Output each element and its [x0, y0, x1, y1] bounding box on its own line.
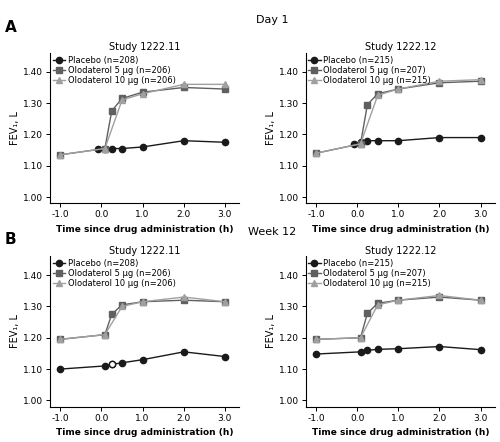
Legend: Placebo (n=208), Olodaterol 5 μg (n=206), Olodaterol 10 μg (n=206): Placebo (n=208), Olodaterol 5 μg (n=206)… [52, 55, 176, 86]
Text: Day 1: Day 1 [256, 15, 289, 26]
Title: Study 1222.11: Study 1222.11 [109, 42, 180, 52]
X-axis label: Time since drug administration (h): Time since drug administration (h) [56, 428, 234, 437]
Y-axis label: FEV₁, L: FEV₁, L [10, 111, 20, 145]
X-axis label: Time since drug administration (h): Time since drug administration (h) [56, 225, 234, 234]
Y-axis label: FEV₁, L: FEV₁, L [266, 315, 276, 348]
Text: B: B [5, 232, 16, 247]
X-axis label: Time since drug administration (h): Time since drug administration (h) [312, 225, 489, 234]
Y-axis label: FEV₁, L: FEV₁, L [10, 315, 20, 348]
Legend: Placebo (n=215), Olodaterol 5 μg (n=207), Olodaterol 10 μg (n=215): Placebo (n=215), Olodaterol 5 μg (n=207)… [308, 55, 432, 86]
Title: Study 1222.12: Study 1222.12 [364, 246, 436, 255]
Legend: Placebo (n=215), Olodaterol 5 μg (n=207), Olodaterol 10 μg (n=215): Placebo (n=215), Olodaterol 5 μg (n=207)… [308, 258, 432, 289]
Text: Week 12: Week 12 [248, 227, 296, 237]
Title: Study 1222.11: Study 1222.11 [109, 246, 180, 255]
X-axis label: Time since drug administration (h): Time since drug administration (h) [312, 428, 489, 437]
Title: Study 1222.12: Study 1222.12 [364, 42, 436, 52]
Y-axis label: FEV₁, L: FEV₁, L [266, 111, 276, 145]
Legend: Placebo (n=208), Olodaterol 5 μg (n=206), Olodaterol 10 μg (n=206): Placebo (n=208), Olodaterol 5 μg (n=206)… [52, 258, 176, 289]
Text: A: A [5, 20, 17, 35]
